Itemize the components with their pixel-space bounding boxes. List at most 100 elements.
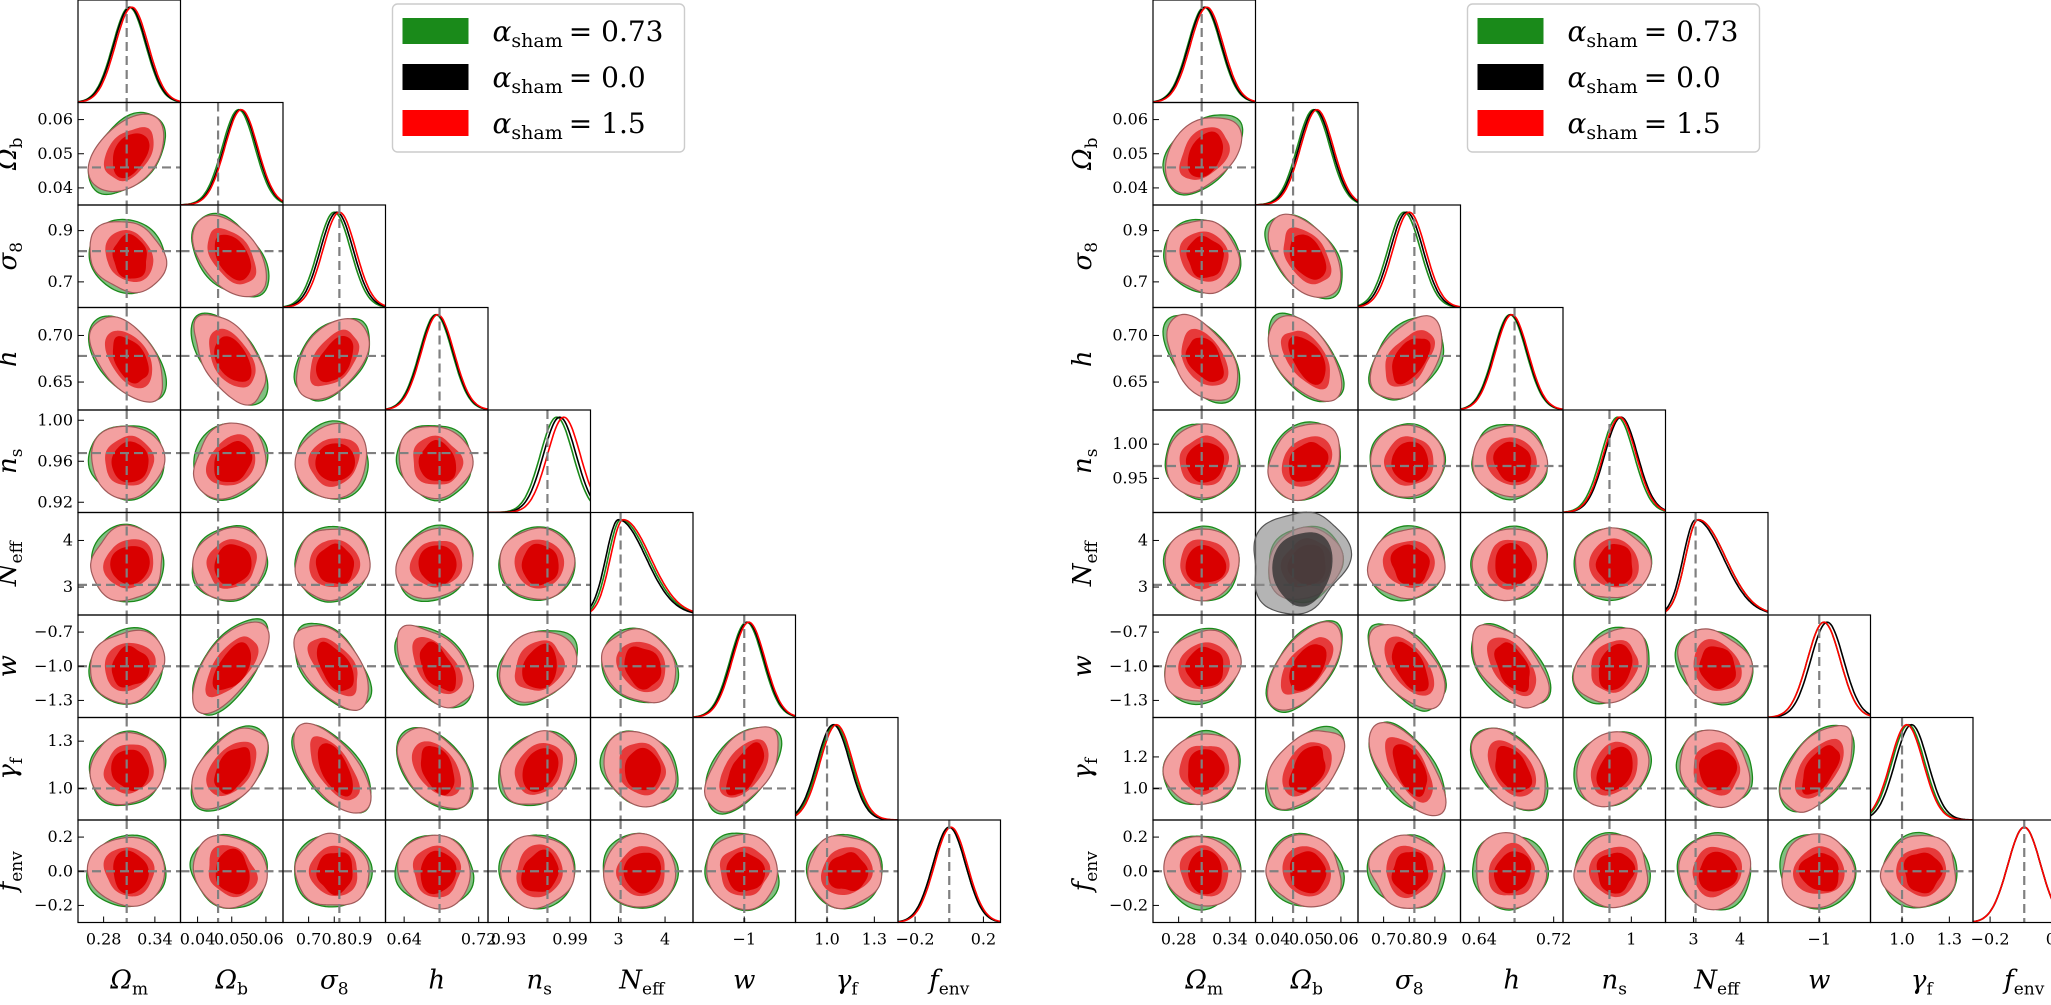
contour-red-inner bbox=[1595, 544, 1633, 586]
x-axis-label: fenv bbox=[927, 966, 970, 1000]
marginal-green-f-curve bbox=[1870, 723, 1973, 820]
contour-red-inner bbox=[1495, 746, 1533, 793]
cell-s-vs-b bbox=[179, 409, 284, 514]
legend-value: = 1.5 bbox=[569, 107, 646, 140]
cell-content bbox=[385, 307, 488, 410]
cell-content bbox=[1153, 0, 1256, 103]
x-axis-label: σ8 bbox=[1395, 966, 1424, 1000]
axis-label-symbol: n bbox=[1602, 966, 1619, 996]
axis-label-symbol: h bbox=[1068, 350, 1098, 367]
legend-value: = 0.73 bbox=[569, 15, 664, 48]
x-axis-label: Ωm bbox=[1184, 966, 1223, 1000]
legend-label-black: αsham = 0.0 bbox=[1568, 61, 1721, 98]
cell-content bbox=[1358, 512, 1461, 615]
marginal-red-env-curve bbox=[1973, 826, 2051, 923]
cell-frame bbox=[1664, 511, 1769, 616]
y-tick-label: −1.0 bbox=[1109, 656, 1148, 675]
y-tick-label: 0.05 bbox=[37, 144, 73, 163]
cell-content bbox=[1768, 820, 1871, 923]
axis-label-subscript: env bbox=[1082, 851, 1102, 882]
axis-label-symbol: w bbox=[1808, 966, 1830, 996]
cell-frame bbox=[1152, 0, 1257, 104]
legend-label-green: αsham = 0.73 bbox=[1568, 15, 1739, 52]
marginal-red-f-curve bbox=[795, 723, 898, 820]
y-tick-label: 0.06 bbox=[37, 110, 73, 129]
cell-content bbox=[1563, 717, 1666, 820]
cell-env-vs-m: −0.2 0.0 0.2 fenv 0.28 0.34 Ωm bbox=[0, 819, 182, 1000]
cell--vs-b bbox=[1254, 306, 1359, 411]
axis-label-subscript: f bbox=[851, 980, 859, 1000]
contour-red-inner bbox=[111, 645, 150, 688]
cell--vs- bbox=[1459, 614, 1564, 719]
axis-label-subscript: eff bbox=[1717, 980, 1741, 1000]
cell-content bbox=[1460, 512, 1563, 615]
cell-m-vs-m bbox=[1152, 0, 1257, 104]
contour-red-inner bbox=[1596, 852, 1636, 894]
cell--vs-8 bbox=[282, 614, 387, 719]
cell-content bbox=[78, 615, 181, 718]
legend-subscript: sham bbox=[1586, 76, 1637, 98]
contour-red-inner bbox=[1289, 234, 1327, 280]
marginal-green-eff-curve bbox=[590, 518, 693, 613]
cell-env-vs-: −1 w bbox=[1767, 819, 1872, 996]
cell-f-vs- bbox=[1767, 716, 1872, 821]
contour-red-inner bbox=[1698, 749, 1738, 791]
contour-red-inner bbox=[1903, 852, 1943, 894]
x-tick-label: −1 bbox=[1807, 930, 1831, 949]
marginal-black-eff-curve bbox=[590, 518, 693, 614]
cell-f-vs-s bbox=[487, 716, 592, 821]
y-tick-label: 0.70 bbox=[1112, 325, 1148, 344]
axis-label-subscript: 8 bbox=[1413, 980, 1424, 1000]
cell-8-vs-m: 0.7 0.9 σ8 bbox=[0, 204, 182, 309]
axis-label-symbol: σ bbox=[1395, 966, 1414, 996]
cell-frame bbox=[77, 0, 182, 104]
cell-content bbox=[1358, 205, 1461, 308]
legend-alpha: α bbox=[1568, 107, 1587, 140]
cell-content bbox=[1460, 717, 1563, 820]
marginal-red--curve bbox=[1768, 621, 1871, 718]
cell-content bbox=[283, 615, 386, 718]
y-tick-label: 0.0 bbox=[1123, 861, 1148, 880]
cell-f-vs- bbox=[1459, 716, 1564, 821]
contour-red-inner bbox=[419, 641, 456, 692]
cell-content bbox=[1255, 410, 1358, 513]
contour-red-inner bbox=[1289, 441, 1329, 482]
cell--vs-8 bbox=[1357, 306, 1462, 411]
cell-content bbox=[488, 512, 591, 615]
cell-content bbox=[693, 717, 796, 820]
contour-red-inner bbox=[1288, 336, 1326, 385]
y-tick-label: −0.7 bbox=[34, 622, 73, 641]
y-axis-label: Ωb bbox=[1068, 137, 1102, 171]
corner-plot-left: 0.040.050.06Ωb0.70.9σ80.650.70h0.920.961… bbox=[0, 0, 1002, 1000]
legend-value: = 0.0 bbox=[569, 61, 646, 94]
contour-black-inner-special bbox=[1272, 532, 1333, 607]
cell-content bbox=[1973, 820, 2051, 923]
cell-env-vs-8: 0.7 0.8 0.9 σ8 bbox=[282, 819, 387, 1000]
cell-content bbox=[1460, 615, 1563, 718]
y-axis-label: ns bbox=[1068, 449, 1102, 474]
y-axis-label: h bbox=[0, 350, 23, 367]
cell-eff-vs-s bbox=[1562, 511, 1667, 616]
y-tick-label: 1.0 bbox=[48, 778, 73, 797]
y-tick-label: 0.9 bbox=[48, 221, 73, 240]
contour-red-inner bbox=[1699, 646, 1736, 689]
x-axis-label: h bbox=[1503, 966, 1520, 996]
cell--vs- bbox=[384, 306, 489, 411]
y-tick-label: 0.9 bbox=[1123, 221, 1148, 240]
cell-content bbox=[283, 205, 386, 308]
legend-label-green: αsham = 0.73 bbox=[493, 15, 664, 52]
axis-label-symbol: N bbox=[618, 966, 643, 996]
contour-red-inner bbox=[315, 543, 355, 585]
axis-label-symbol: Ω bbox=[109, 966, 132, 996]
contour-red-inner bbox=[521, 543, 559, 586]
y-tick-label: 0.0 bbox=[48, 861, 73, 880]
axis-label-symbol: N bbox=[1693, 966, 1718, 996]
cell-content bbox=[385, 717, 488, 820]
cell-env-vs-f: 1.0 1.3γf bbox=[1869, 819, 1974, 1000]
cell-env-vs-b: 0.040.050.06 Ωb bbox=[180, 819, 284, 1000]
y-axis-label: γf bbox=[0, 756, 27, 780]
legend-swatch-red bbox=[402, 110, 469, 136]
cell-f-vs-f bbox=[1869, 716, 1974, 821]
